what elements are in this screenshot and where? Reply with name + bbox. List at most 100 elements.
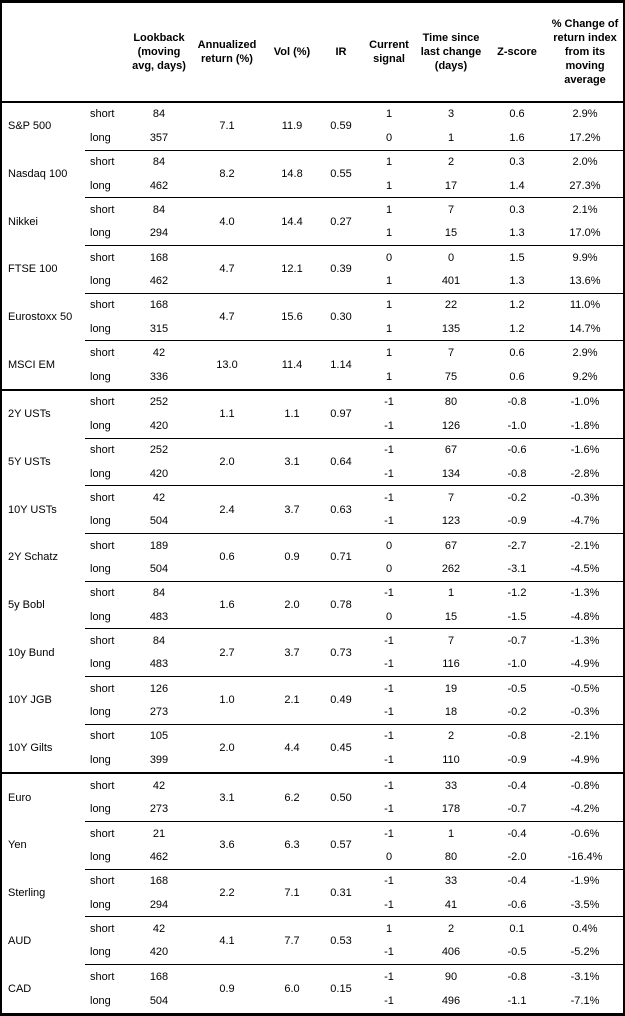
lookback-value: 420 — [149, 420, 169, 432]
table-body: S&P 500 short 84 7.1 11.9 0.59 1 3 0.6 2.9% long 35… — [1, 102, 624, 1015]
current-signal-value: 0 — [385, 131, 393, 144]
current-signal-value: -1 — [384, 946, 394, 959]
table-row: long 462 1 401 1.3 13.6% — [1, 269, 624, 293]
annualized-return-value: 2.7 — [189, 628, 265, 677]
header-row: Lookback (moving avg, days) Annualized r… — [1, 1, 624, 103]
leg-label: short — [85, 149, 129, 174]
z-score-value: 0.6 — [509, 108, 525, 121]
col-header-current-signal: Current signal — [363, 1, 415, 103]
lookback-value: 294 — [149, 227, 169, 240]
current-signal-value: 1 — [385, 108, 393, 121]
vol-value: 7.1 — [265, 868, 319, 917]
time-since-value: 7 — [415, 628, 487, 653]
z-score-value: 1.2 — [487, 292, 547, 318]
z-score-value: -0.8 — [487, 388, 547, 415]
time-since-value: 15 — [444, 610, 458, 623]
lookback-value: 462 — [149, 179, 169, 192]
z-score-value: -0.8 — [487, 964, 547, 989]
asset-name: Yen — [8, 839, 27, 852]
leg-label: short — [85, 723, 129, 749]
pct-change-value: -0.3% — [547, 485, 624, 510]
time-since-value: 67 — [415, 533, 487, 558]
time-since-value: 75 — [444, 370, 458, 383]
lookback-value: 168 — [129, 245, 189, 270]
annualized-return-value: 3.1 — [189, 771, 265, 822]
lookback-value: 84 — [152, 108, 166, 121]
vol-value: 6.3 — [265, 821, 319, 870]
asset-name: 10Y USTs — [8, 503, 57, 516]
z-score-value: 1.4 — [509, 179, 525, 192]
time-since-value: 33 — [415, 771, 487, 798]
table-row: 2Y Schatz short 189 0.6 0.9 0.71 0 67 -2.7 -2.1% — [1, 533, 624, 582]
z-score-value: 0.3 — [487, 149, 547, 174]
table-row: long 420 -1 134 -0.8 -2.8% — [1, 462, 624, 486]
leg-label: long — [90, 563, 111, 576]
lookback-value: 483 — [149, 658, 169, 671]
time-since-value: 406 — [441, 946, 461, 959]
lookback-value: 105 — [129, 723, 189, 749]
table-row: long 399 -1 110 -0.9 -4.9% — [1, 748, 624, 773]
vol-value: 11.4 — [265, 340, 319, 390]
lookback-value: 84 — [129, 628, 189, 653]
asset-name: Nasdaq 100 — [8, 167, 68, 180]
col-header-annualized-return: Annualized return (%) — [189, 1, 265, 103]
current-signal-value: 0 — [363, 533, 415, 558]
time-since-value: 90 — [415, 964, 487, 989]
vol-value: 11.9 — [281, 120, 303, 133]
leg-label: short — [85, 628, 129, 653]
current-signal-value: -1 — [363, 723, 415, 749]
table-row: long 315 1 135 1.2 14.7% — [1, 317, 624, 341]
z-score-value: -1.2 — [487, 580, 547, 606]
col-header-leg — [85, 1, 129, 103]
current-signal-value: -1 — [384, 420, 394, 432]
z-score-value: -0.2 — [507, 706, 527, 719]
current-signal-value: 1 — [363, 197, 415, 222]
table-row: Nikkei short 84 4.0 14.4 0.27 1 7 0.3 2.1% — [1, 197, 624, 246]
table-row: 10y Bund short 84 2.7 3.7 0.73 -1 7 -0.7 -1.3% — [1, 628, 624, 677]
annualized-return-value: 2.2 — [189, 868, 265, 917]
leg-label: short — [85, 197, 129, 222]
lookback-value: 336 — [149, 370, 169, 383]
leg-label: long — [90, 131, 111, 144]
lookback-value: 21 — [129, 821, 189, 846]
z-score-value: -0.4 — [487, 821, 547, 846]
annualized-return-value: 2.0 — [189, 437, 265, 486]
current-signal-value: -1 — [384, 754, 394, 767]
time-since-value: 134 — [441, 467, 461, 480]
lookback-value: 483 — [149, 610, 169, 623]
z-score-value: 1.6 — [509, 131, 525, 144]
vol-value: 0.9 — [265, 533, 319, 582]
time-since-value: 496 — [441, 994, 461, 1007]
leg-label: long — [90, 179, 111, 192]
z-score-value: 1.3 — [509, 227, 525, 240]
pct-change-value: 9.9% — [547, 245, 624, 270]
current-signal-value: 1 — [363, 340, 415, 365]
pct-change-value: -0.5% — [547, 676, 624, 701]
asset-name: 5Y USTs — [8, 456, 51, 469]
time-since-value: 80 — [415, 388, 487, 415]
table-row: long 504 -1 123 -0.9 -4.7% — [1, 510, 624, 534]
asset-name: Sterling — [8, 887, 46, 900]
current-signal-value: -1 — [384, 803, 394, 816]
leg-label: short — [90, 108, 115, 121]
time-since-value: 80 — [444, 851, 458, 864]
z-score-value: 0.6 — [509, 370, 525, 383]
asset-name: S&P 500 — [8, 120, 52, 133]
pct-change-value: 13.6% — [569, 275, 601, 288]
leg-label: long — [90, 851, 111, 864]
current-signal-value: -1 — [384, 658, 394, 671]
lookback-value: 84 — [129, 580, 189, 606]
time-since-value: 178 — [441, 803, 461, 816]
vol-value: 15.6 — [265, 292, 319, 341]
asset-name: MSCI EM — [8, 358, 56, 371]
lookback-value: 420 — [149, 946, 169, 959]
lookback-value: 315 — [149, 322, 169, 335]
lookback-value: 126 — [129, 676, 189, 701]
pct-change-value: -4.9% — [570, 658, 600, 671]
ir-value: 1.14 — [319, 340, 363, 390]
pct-change-value: -2.8% — [570, 467, 600, 480]
pct-change-value: -4.9% — [570, 754, 600, 767]
leg-label: long — [90, 275, 111, 288]
ir-value: 0.30 — [319, 292, 363, 341]
z-score-value: -0.5 — [507, 946, 527, 959]
